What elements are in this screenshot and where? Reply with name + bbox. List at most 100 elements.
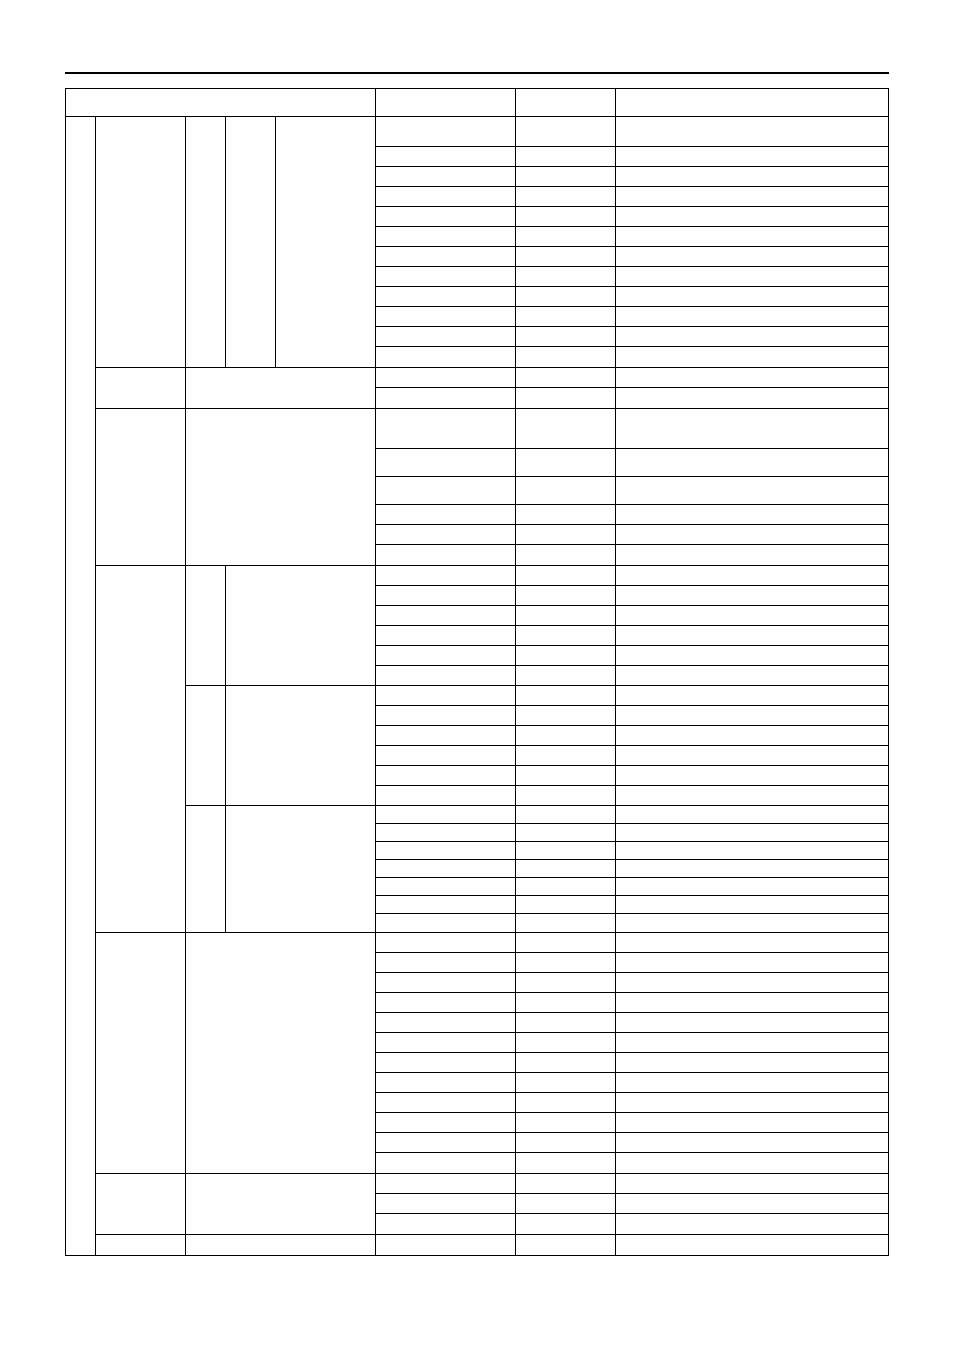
- s4a-merged: [226, 566, 375, 685]
- table-header-row: [66, 89, 888, 117]
- table-cell: [376, 646, 516, 665]
- table-cell: [376, 1093, 516, 1112]
- table-cell: [516, 267, 616, 286]
- table-cell: [376, 1033, 516, 1052]
- table-cell: [516, 477, 616, 504]
- table-cell: [516, 207, 616, 226]
- s1-level3: [276, 117, 375, 367]
- table-cell: [376, 914, 516, 932]
- table-cell: [616, 586, 888, 605]
- section-s1: [96, 117, 888, 368]
- table-cell: [516, 247, 616, 266]
- table-cell: [616, 1194, 888, 1213]
- table-cell: [616, 842, 888, 859]
- header-cell-col1: [376, 89, 516, 116]
- table-cell: [616, 973, 888, 992]
- table-cell: [616, 566, 888, 585]
- table-cell: [516, 914, 616, 932]
- s4c-level2: [186, 806, 226, 932]
- table-cell: [616, 1013, 888, 1032]
- table-cell: [376, 287, 516, 306]
- table-cell: [376, 1174, 516, 1193]
- table-cell: [516, 626, 616, 645]
- table-cell: [376, 666, 516, 685]
- table-cell: [376, 606, 516, 625]
- table-cell: [616, 227, 888, 246]
- table-cell: [516, 388, 616, 408]
- table-cell: [516, 1133, 616, 1152]
- table-cell: [516, 1073, 616, 1092]
- table-cell: [516, 896, 616, 913]
- table-cell: [616, 726, 888, 745]
- table-cell: [376, 187, 516, 206]
- table-cell: [616, 388, 888, 408]
- s2-merged: [186, 368, 375, 408]
- s4a-level2: [186, 566, 226, 685]
- table-cell: [516, 824, 616, 841]
- section-s3: [96, 409, 888, 566]
- table-cell: [376, 1194, 516, 1213]
- table-cell: [376, 267, 516, 286]
- table-cell: [376, 686, 516, 705]
- table-cell: [516, 368, 616, 387]
- table-cell: [516, 409, 616, 448]
- table-cell: [376, 327, 516, 346]
- table-cell: [616, 167, 888, 186]
- table-cell: [516, 878, 616, 895]
- s2-data-rows: [376, 368, 888, 408]
- top-horizontal-rule: [65, 72, 889, 74]
- table-cell: [516, 746, 616, 765]
- table-cell: [376, 347, 516, 367]
- table-cell: [616, 953, 888, 972]
- s3-level1: [96, 409, 186, 565]
- table-cell: [516, 1053, 616, 1072]
- table-cell: [616, 933, 888, 952]
- table-cell: [516, 646, 616, 665]
- table-cell: [376, 766, 516, 785]
- table-cell: [616, 626, 888, 645]
- table-cell: [376, 207, 516, 226]
- table-cell: [616, 409, 888, 448]
- table-cell: [616, 117, 888, 146]
- table-cell: [516, 666, 616, 685]
- table-cell: [516, 1235, 616, 1255]
- table-cell: [516, 505, 616, 524]
- s5-level1: [96, 933, 186, 1173]
- table-cell: [376, 409, 516, 448]
- s6-data-rows: [376, 1174, 888, 1234]
- table-cell: [376, 307, 516, 326]
- table-cell: [516, 953, 616, 972]
- table-cell: [516, 686, 616, 705]
- table-cell: [616, 187, 888, 206]
- header-cell-col3: [616, 89, 888, 116]
- table-cell: [376, 953, 516, 972]
- table-cell: [516, 842, 616, 859]
- table-cell: [376, 842, 516, 859]
- table-cell: [616, 247, 888, 266]
- section-s4: [96, 566, 888, 933]
- table-cell: [376, 147, 516, 166]
- s4b-merged: [226, 686, 375, 805]
- table-cell: [376, 117, 516, 146]
- s1-data-rows: [376, 117, 888, 367]
- section-s5: [96, 933, 888, 1174]
- table-cell: [376, 806, 516, 823]
- table-cell: [616, 860, 888, 877]
- table-cell: [616, 368, 888, 387]
- header-cell-categories: [66, 89, 376, 116]
- table-cell: [516, 327, 616, 346]
- table-cell: [376, 706, 516, 725]
- table-cell: [616, 327, 888, 346]
- table-cell: [516, 973, 616, 992]
- table-cell: [616, 505, 888, 524]
- table-cell: [616, 1093, 888, 1112]
- table-cell: [616, 1235, 888, 1255]
- table-cell: [616, 1214, 888, 1234]
- s7-level1: [96, 1235, 186, 1255]
- s1-level2b: [226, 117, 276, 367]
- table-cell: [616, 449, 888, 476]
- table-cell: [516, 187, 616, 206]
- table-cell: [516, 1033, 616, 1052]
- table-cell: [376, 626, 516, 645]
- s7-merged: [186, 1235, 375, 1255]
